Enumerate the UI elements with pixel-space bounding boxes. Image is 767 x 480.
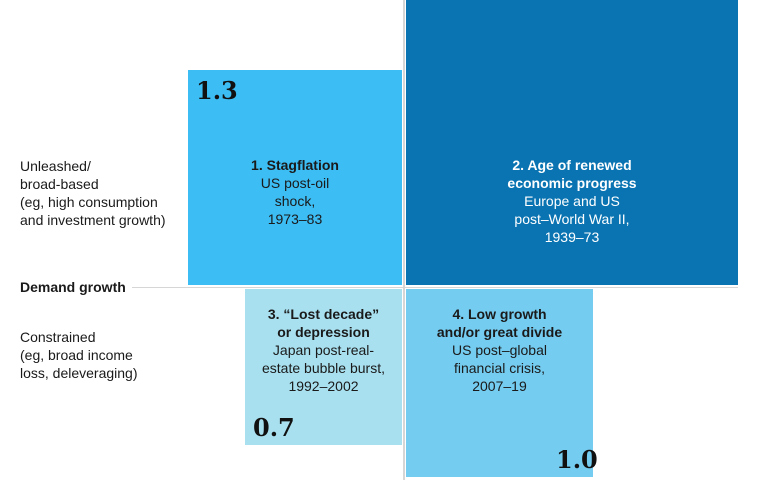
row-label-line: and investment growth)	[20, 212, 166, 228]
row-label-unleashed: Unleashed/ broad-based (eg, high consump…	[20, 157, 166, 229]
row-label-line: Unleashed/	[20, 158, 91, 174]
low-growth-body-line: US post–global	[452, 342, 547, 358]
renewed-progress-box: 2. Age of renewed economic progress Euro…	[406, 0, 738, 285]
row-label-line: Constrained	[20, 329, 96, 345]
low-growth-value: 1.0	[556, 445, 598, 474]
row-label-line: broad-based	[20, 176, 99, 192]
stagflation-box: 1.3 1. Stagflation US post-oil shock, 19…	[188, 70, 402, 285]
lost-decade-body-line: estate bubble burst,	[262, 360, 385, 376]
renewed-progress-body-line: 1939–73	[544, 229, 600, 245]
row-label-line: (eg, high consumption	[20, 194, 158, 210]
stagflation-body-line: 1973–83	[267, 211, 323, 227]
renewed-progress-heading: economic progress	[507, 175, 637, 191]
lost-decade-value: 0.7	[253, 413, 295, 442]
lost-decade-heading: or depression	[277, 324, 370, 340]
stagflation-body-line: US post-oil	[260, 175, 330, 191]
lost-decade-heading: 3. “Lost decade”	[267, 306, 380, 322]
renewed-progress-text: 2. Age of renewed economic progress Euro…	[406, 156, 738, 246]
low-growth-body-line: 2007–19	[472, 378, 527, 394]
low-growth-text: 4. Low growth and/or great divide US pos…	[406, 305, 593, 395]
vertical-axis-line	[403, 0, 405, 480]
demand-growth-axis-title: Demand growth	[20, 279, 126, 295]
low-growth-body-line: financial crisis,	[453, 360, 546, 376]
row-label-constrained: Constrained (eg, broad income loss, dele…	[20, 328, 138, 382]
renewed-progress-heading: 2. Age of renewed	[512, 157, 632, 173]
lost-decade-box: 3. “Lost decade” or depression Japan pos…	[245, 289, 402, 445]
lost-decade-text: 3. “Lost decade” or depression Japan pos…	[245, 305, 402, 395]
row-label-line: (eg, broad income	[20, 347, 133, 363]
lost-decade-body-line: Japan post-real-	[272, 342, 375, 358]
renewed-progress-body-line: post–World War II,	[514, 211, 630, 227]
horizontal-axis-line	[132, 287, 738, 288]
stagflation-heading: 1. Stagflation	[251, 157, 339, 173]
low-growth-box: 4. Low growth and/or great divide US pos…	[406, 289, 598, 477]
stagflation-value: 1.3	[196, 76, 238, 105]
stagflation-text: 1. Stagflation US post-oil shock, 1973–8…	[188, 156, 402, 228]
row-label-line: loss, deleveraging)	[20, 365, 138, 381]
stagflation-body-line: shock,	[274, 193, 316, 209]
low-growth-heading: and/or great divide	[436, 324, 563, 340]
lost-decade-body-line: 1992–2002	[288, 378, 359, 394]
renewed-progress-body-line: Europe and US	[524, 193, 620, 209]
low-growth-heading: 4. Low growth	[452, 306, 547, 322]
